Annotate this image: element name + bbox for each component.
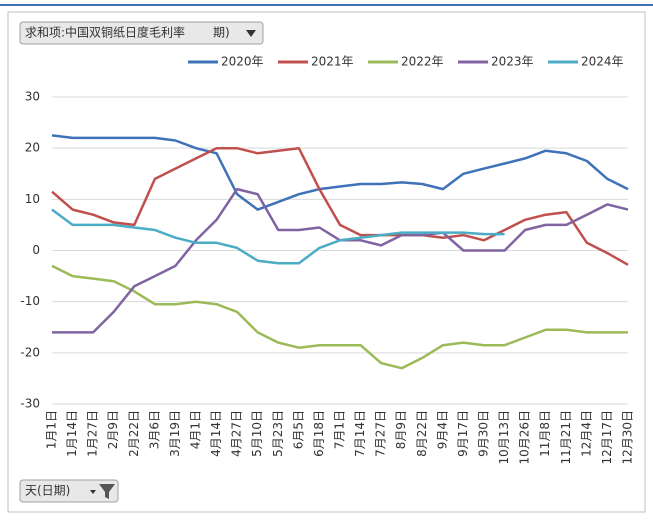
axis-button-box[interactable] bbox=[19, 479, 119, 503]
legend-label: 2020年 bbox=[221, 55, 264, 69]
x-tick-label: 9月4日 bbox=[435, 410, 449, 449]
x-tick-label: 6月5日 bbox=[291, 410, 305, 449]
x-tick-label: 8月9日 bbox=[394, 410, 408, 449]
series-line bbox=[51, 134, 629, 211]
x-tick-label: 6月18日 bbox=[312, 410, 326, 457]
y-tick-label: -10 bbox=[20, 294, 40, 308]
x-tick-label: 2月9日 bbox=[106, 410, 120, 449]
legend-label: 2024年 bbox=[581, 55, 624, 69]
x-tick-label: 7月27日 bbox=[374, 410, 388, 457]
x-tick-label: 4月27日 bbox=[230, 410, 244, 457]
x-tick-label: 8月22日 bbox=[415, 410, 429, 457]
axis-button[interactable]: 天(日期) bbox=[19, 479, 119, 503]
y-tick-label: 0 bbox=[32, 243, 40, 257]
y-tick-label: 20 bbox=[25, 141, 40, 155]
x-tick-label: 11月8日 bbox=[538, 410, 552, 457]
y-tick-label: -20 bbox=[20, 345, 40, 359]
dropdown-arrow bbox=[90, 490, 96, 494]
x-tick-label: 9月30日 bbox=[477, 410, 491, 457]
field-button-label: 求和项:中国双铜纸日度毛利率 bbox=[25, 25, 185, 40]
x-tick-label: 3月19日 bbox=[168, 410, 182, 457]
legend-label: 2023年 bbox=[491, 55, 534, 69]
x-tick-label: 10月26日 bbox=[518, 410, 532, 465]
x-tick-label: 5月23日 bbox=[271, 410, 285, 457]
axis-button-label: 天(日期) bbox=[25, 484, 70, 498]
x-tick-label: 1月27日 bbox=[86, 410, 100, 457]
x-tick-label: 1月14日 bbox=[65, 410, 79, 457]
x-tick-label: 7月1日 bbox=[333, 410, 347, 449]
x-tick-label: 12月4日 bbox=[579, 410, 593, 457]
filter-icon bbox=[99, 484, 115, 499]
x-tick-label: 10月13日 bbox=[497, 410, 511, 465]
y-tick-label: 10 bbox=[25, 192, 40, 206]
x-tick-label: 11月21日 bbox=[559, 410, 573, 465]
field-button[interactable]: 求和项:中国双铜纸日度毛利率 期) bbox=[19, 21, 264, 45]
x-tick-label: 4月14日 bbox=[209, 410, 223, 457]
series-line bbox=[51, 208, 505, 265]
legend-label: 2022年 bbox=[401, 55, 444, 69]
series-line bbox=[51, 146, 629, 266]
chart-frame bbox=[7, 11, 646, 513]
x-tick-label: 7月14日 bbox=[353, 410, 367, 457]
x-tick-label: 4月1日 bbox=[189, 410, 203, 449]
x-tick-label: 3月6日 bbox=[147, 410, 161, 449]
x-tick-label: 1月1日 bbox=[45, 410, 59, 449]
x-tick-label: 5月10日 bbox=[250, 410, 264, 457]
field-button-overflow: 期) bbox=[213, 26, 230, 40]
legend-label: 2021年 bbox=[311, 55, 354, 69]
series-line bbox=[51, 264, 628, 370]
dropdown-arrow bbox=[246, 30, 256, 37]
x-tick-label: 12月30日 bbox=[621, 410, 635, 465]
x-tick-label: 2月22日 bbox=[127, 410, 141, 457]
x-tick-label: 12月17日 bbox=[600, 410, 614, 465]
y-tick-label: -30 bbox=[20, 397, 40, 411]
y-tick-label: 30 bbox=[25, 90, 40, 104]
field-button-box[interactable] bbox=[19, 21, 264, 45]
x-tick-label: 9月17日 bbox=[456, 410, 470, 457]
